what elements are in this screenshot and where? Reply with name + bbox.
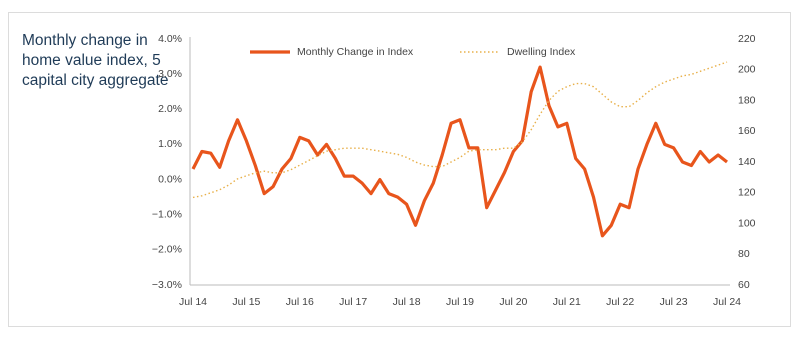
- y2-tick-label: 180: [738, 94, 756, 106]
- x-tick-label: Jul 23: [660, 296, 688, 308]
- y2-tick-label: 60: [738, 279, 750, 291]
- x-tick-label: Jul 19: [446, 296, 474, 308]
- y2-tick-label: 220: [738, 33, 756, 45]
- series-line: [192, 61, 728, 199]
- x-tick-label: Jul 22: [606, 296, 634, 308]
- legend-label: Monthly Change in Index: [297, 46, 414, 58]
- y2-tick-label: 200: [738, 64, 756, 76]
- x-tick-label: Jul 15: [232, 296, 260, 308]
- x-tick-label: Jul 14: [179, 296, 207, 308]
- x-tick-label: Jul 20: [499, 296, 527, 308]
- y2-tick-label: 100: [738, 217, 756, 229]
- chart-frame: [8, 12, 791, 327]
- y-tick-label: 0.0%: [158, 173, 182, 185]
- y-tick-label: 3.0%: [158, 68, 182, 80]
- y-tick-label: −3.0%: [152, 279, 182, 291]
- series-line: [191, 65, 728, 238]
- y-tick-label: −2.0%: [152, 244, 182, 256]
- x-tick-label: Jul 17: [339, 296, 367, 308]
- x-tick-label: Jul 24: [713, 296, 741, 308]
- legend-label: Dwelling Index: [507, 46, 576, 58]
- y-tick-label: 4.0%: [158, 33, 182, 45]
- x-tick-label: Jul 16: [286, 296, 314, 308]
- y2-tick-label: 160: [738, 125, 756, 137]
- x-tick-label: Jul 21: [553, 296, 581, 308]
- y-tick-label: 1.0%: [158, 138, 182, 150]
- chart-title: Monthly change in home value index, 5 ca…: [22, 32, 169, 89]
- y2-tick-label: 80: [738, 248, 750, 260]
- y-tick-label: 2.0%: [158, 103, 182, 115]
- y-tick-label: −1.0%: [152, 208, 182, 220]
- y2-tick-label: 120: [738, 187, 756, 199]
- y2-tick-label: 140: [738, 156, 756, 168]
- x-tick-label: Jul 18: [393, 296, 421, 308]
